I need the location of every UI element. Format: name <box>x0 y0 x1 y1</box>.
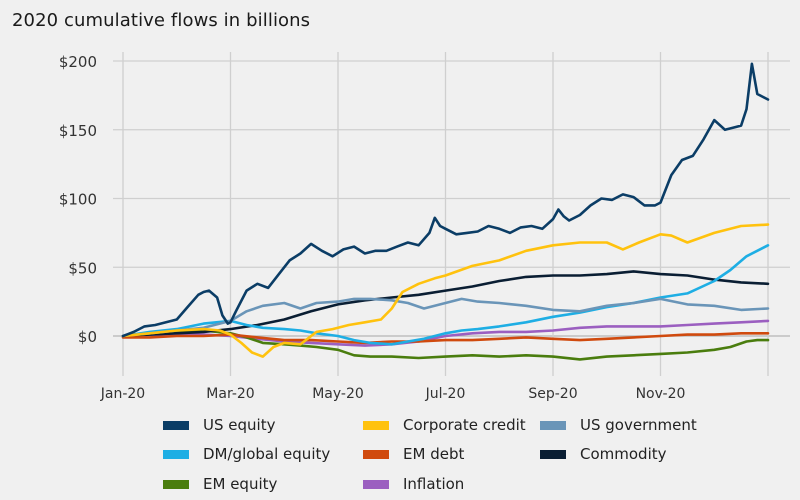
legend-item-corporate-credit: Corporate credit <box>363 414 526 436</box>
legend-label: DM/global equity <box>203 445 331 463</box>
legend-label: Corporate credit <box>403 416 526 434</box>
x-tick-label: Jul-20 <box>425 386 466 402</box>
legend-item-em-equity: EM equity <box>163 473 277 495</box>
series-line-dm-global-equity <box>121 244 770 346</box>
legend-item-em-debt: EM debt <box>363 443 464 465</box>
legend-swatch <box>163 420 189 430</box>
legend-label: Inflation <box>403 475 465 493</box>
legend-swatch <box>163 479 189 489</box>
legend-swatch <box>163 449 189 459</box>
legend-label: Commodity <box>580 445 667 463</box>
x-tick-label: Nov-20 <box>636 386 686 402</box>
series-line-us-government <box>121 297 770 338</box>
legend-item-dm-global-equity: DM/global equity <box>163 443 330 465</box>
x-tick-label: Jan-20 <box>100 386 145 402</box>
line-chart: $200 $150 $100 $50 $0 Jan-20 Mar-20 May-20 Jul-… <box>59 52 790 402</box>
y-axis-ticks: $200 $150 $100 $50 $0 <box>59 53 97 346</box>
x-tick-label: May-20 <box>312 386 364 402</box>
x-axis-ticks: Jan-20 Mar-20 May-20 Jul-20 Sep-20 Nov-20 <box>100 386 686 402</box>
legend-swatch <box>363 420 389 430</box>
legend-swatch <box>363 449 389 459</box>
series-lines <box>121 62 770 361</box>
legend-label: EM equity <box>203 475 278 493</box>
legend-swatch <box>540 420 566 430</box>
chart-title: 2020 cumulative flows in billions <box>12 10 311 31</box>
y-tick-label: $100 <box>59 191 97 209</box>
y-tick-label: $50 <box>68 259 97 277</box>
legend-label: US equity <box>203 416 276 434</box>
legend-item-us-government: US government <box>540 414 697 436</box>
series-line-corporate-credit <box>121 223 770 358</box>
y-tick-label: $0 <box>78 328 97 346</box>
x-tick-label: Sep-20 <box>528 386 577 402</box>
legend: US equity Corporate credit US government… <box>163 414 763 498</box>
legend-item-commodity: Commodity <box>540 443 667 465</box>
series-line-us-equity <box>121 62 770 338</box>
legend-swatch <box>540 449 566 459</box>
legend-item-us-equity: US equity <box>163 414 275 436</box>
y-tick-label: $150 <box>59 122 97 140</box>
x-tick-label: Mar-20 <box>206 386 254 402</box>
series-line-commodity <box>121 270 770 338</box>
legend-label: EM debt <box>403 445 465 463</box>
y-tick-label: $200 <box>59 53 97 71</box>
legend-swatch <box>363 479 389 489</box>
gridlines <box>113 52 790 376</box>
legend-label: US government <box>580 416 697 434</box>
legend-item-inflation: Inflation <box>363 473 464 495</box>
